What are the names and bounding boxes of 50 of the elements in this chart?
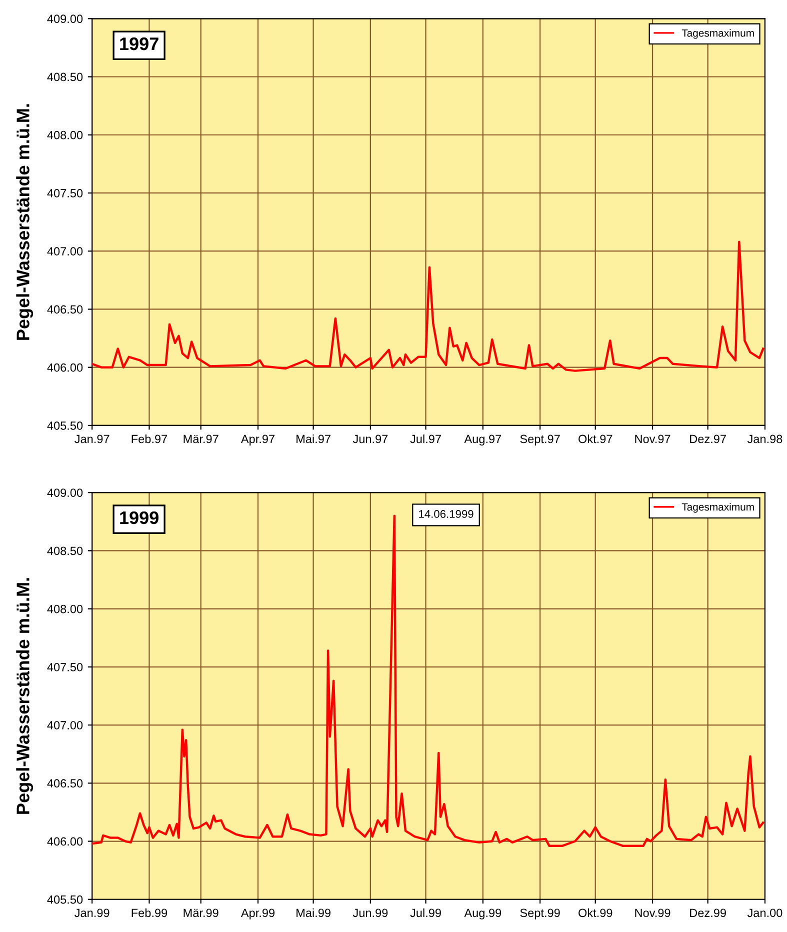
x-tick-label: Jan.97 <box>74 434 110 444</box>
x-tick-label: Jun.97 <box>352 434 388 444</box>
x-tick-label: Jul.99 <box>410 908 441 918</box>
y-tick-label: 409.00 <box>47 488 83 497</box>
y-tick-label: 406.50 <box>47 779 83 788</box>
x-tick-label: Dez.99 <box>690 908 726 918</box>
x-tick-label: Jun.99 <box>352 908 388 918</box>
annotation: 14.06.1999 <box>419 510 474 518</box>
x-tick-label: Jul.97 <box>410 434 441 444</box>
x-tick-label: Aug.99 <box>464 908 502 920</box>
x-tick-label: Aug.97 <box>464 434 502 446</box>
y-axis-title: Pegel-Wasserstände m.ü.M. <box>16 104 34 340</box>
x-tick-label: Nov.99 <box>635 908 670 918</box>
y-tick-label: 405.50 <box>47 895 83 904</box>
x-tick-label: Mai.97 <box>296 434 330 444</box>
y-tick-label: 407.50 <box>47 189 83 198</box>
x-tick-label: Feb.99 <box>132 908 168 918</box>
y-tick-label: 408.50 <box>47 546 83 556</box>
y-tick-label: 406.50 <box>47 305 83 314</box>
y-tick-label: 407.50 <box>47 662 83 672</box>
y-tick-label: 408.50 <box>47 72 83 82</box>
y-tick-label: 409.00 <box>47 14 83 24</box>
legend-label: Tagesmaximum <box>682 29 754 39</box>
y-tick-label: 405.50 <box>47 421 83 430</box>
x-tick-label: Apr.97 <box>240 434 274 446</box>
x-tick-label: Jan.98 <box>747 434 782 444</box>
text: 1999 <box>120 511 158 524</box>
legend-label: Tagesmaximum <box>682 502 754 513</box>
line-series <box>92 240 764 372</box>
x-tick-label: Nov.97 <box>635 434 670 444</box>
x-tick-label: Mai.99 <box>296 908 330 918</box>
y-tick-label: 407.00 <box>47 247 83 256</box>
x-tick-label: Okt.97 <box>578 434 612 444</box>
y-tick-label: 406.00 <box>47 363 83 372</box>
y-tick-label: 408.00 <box>47 604 83 614</box>
y-tick-label: 406.00 <box>47 837 83 846</box>
x-tick-label: Sept.97 <box>520 434 560 446</box>
x-tick-label: Dez.97 <box>690 434 726 444</box>
x-tick-label: Mär.99 <box>184 908 218 918</box>
x-tick-label: Mär.97 <box>184 434 218 444</box>
x-tick-label: Jan.99 <box>74 908 110 918</box>
x-tick-label: Apr.99 <box>240 908 275 920</box>
x-tick-label: Sept.99 <box>520 908 560 920</box>
text: 1997 <box>120 37 158 50</box>
y-tick-label: 408.00 <box>47 130 83 140</box>
x-tick-label: Okt.99 <box>578 908 612 918</box>
x-tick-label: Feb.97 <box>132 434 168 444</box>
y-tick-label: 407.00 <box>47 721 83 730</box>
x-tick-label: Jan.00 <box>747 908 782 918</box>
y-axis-title: Pegel-Wasserstände m.ü.M. <box>16 578 34 814</box>
